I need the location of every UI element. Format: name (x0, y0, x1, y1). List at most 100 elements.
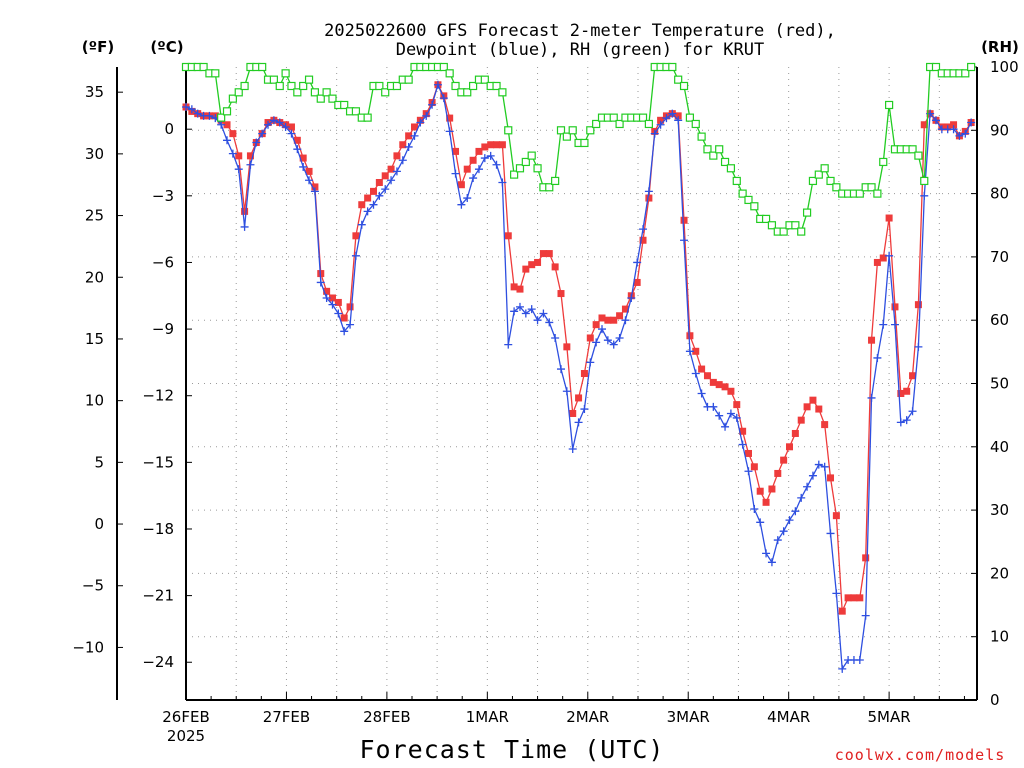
rh-point (217, 113, 226, 122)
rh-tick-label: 40 (990, 438, 1009, 456)
dewpoint-point (234, 165, 243, 174)
rh-point (228, 94, 237, 103)
dewpoint-point (428, 100, 437, 109)
temperature-point (879, 254, 887, 262)
dewpoint-point (539, 309, 548, 318)
temperature-point (909, 372, 917, 380)
temperature-point (897, 389, 905, 397)
rh-point (855, 189, 864, 198)
time-tick-label: 3MAR (667, 708, 710, 726)
fahrenheit-tick-label: 15 (85, 330, 104, 348)
rh-point (691, 119, 700, 129)
dewpoint-point (545, 318, 554, 327)
rh-point (826, 176, 835, 186)
temperature-point (791, 429, 799, 437)
temperature-point (674, 112, 682, 120)
temperature-point (580, 370, 588, 378)
dewpoint-point (908, 407, 917, 416)
rh-point (375, 81, 384, 91)
celsius-tick-label: −18 (142, 520, 174, 538)
dewpoint-point (621, 316, 630, 325)
rh-point (515, 164, 525, 173)
fahrenheit-tick-label: −10 (72, 638, 104, 656)
dewpoint-point (369, 200, 378, 209)
rh-point (258, 62, 267, 72)
rh-point (211, 69, 220, 78)
rh-point (568, 126, 577, 135)
temperature-point (686, 332, 694, 340)
fahrenheit-tick-label: 30 (85, 145, 104, 163)
rh-point (715, 145, 724, 154)
rh-point (750, 202, 759, 211)
rh-point (351, 107, 361, 116)
rh-point (240, 81, 249, 91)
dewpoint-point (334, 309, 343, 318)
celsius-tick-label: −15 (142, 453, 174, 471)
rh-tick-label: 80 (990, 185, 1009, 203)
temperature-point (950, 121, 958, 129)
temperature-point (762, 498, 770, 506)
rh-point (885, 100, 894, 110)
dewpoint-point (650, 129, 659, 138)
temperature-point (457, 181, 465, 189)
temperature-point (493, 141, 501, 149)
dewpoint-point (896, 418, 905, 427)
rh-point (732, 176, 741, 186)
dewpoint-point (732, 413, 741, 422)
dewpoint-point (721, 422, 730, 431)
rh-point (726, 164, 736, 173)
temperature-point (838, 607, 846, 615)
dewpoint-point (955, 131, 964, 140)
fahrenheit-tick-label: −5 (82, 577, 104, 595)
dewpoint-point (867, 393, 876, 402)
dewpoint-point (451, 169, 460, 178)
temperature-point (393, 152, 401, 160)
temperature-point (346, 303, 354, 311)
temperature-point (463, 165, 471, 173)
dewpoint-point (691, 369, 700, 378)
temperature-point (885, 214, 893, 222)
dewpoint-point (797, 493, 806, 502)
rh-point (287, 81, 296, 91)
temperature-point (850, 594, 858, 602)
dewpoint-point (504, 340, 513, 349)
temperature-point (604, 316, 612, 324)
rh-tick-label: 50 (990, 375, 1009, 393)
rh-point (791, 221, 800, 230)
dewpoint-point (914, 342, 923, 351)
dewpoint-point (609, 340, 618, 349)
temperature-point (774, 469, 782, 477)
rh-point (463, 88, 472, 97)
temperature-point (756, 487, 764, 495)
temperature-point (299, 154, 307, 162)
rh-point (908, 145, 917, 154)
rh-point (961, 69, 970, 78)
axes: 35302520151050−5−100−3−6−9−12−15−18−21−2… (72, 58, 1018, 745)
temperature-point (616, 312, 624, 320)
dewpoint-point (410, 131, 419, 140)
rh-point (322, 88, 331, 97)
temperature-point (563, 343, 571, 351)
dewpoint-point (193, 109, 202, 118)
rh-point (580, 138, 589, 148)
rh-point (867, 183, 876, 192)
series-dewpoint (182, 80, 976, 673)
temperature-point (657, 116, 665, 124)
celsius-tick-label: −6 (152, 253, 174, 271)
dewpoint-point (469, 174, 478, 183)
rh-point (644, 119, 653, 129)
dewpoint-point (674, 116, 683, 125)
dewpoint-point (627, 293, 636, 302)
dewpoint-point (182, 102, 190, 111)
fahrenheit-tick-label: 0 (94, 515, 104, 533)
temperature-point (469, 156, 477, 164)
rh-point (967, 62, 976, 72)
celsius-tick-label: −9 (152, 320, 174, 338)
dewpoint-point (264, 120, 273, 129)
rh-point (404, 75, 413, 84)
temperature-point (551, 263, 559, 271)
rh-tick-label: 30 (990, 501, 1009, 519)
x-axis-title: Forecast Time (UTC) (360, 735, 665, 764)
temperature-point (528, 261, 536, 269)
temperature-point (827, 474, 835, 482)
